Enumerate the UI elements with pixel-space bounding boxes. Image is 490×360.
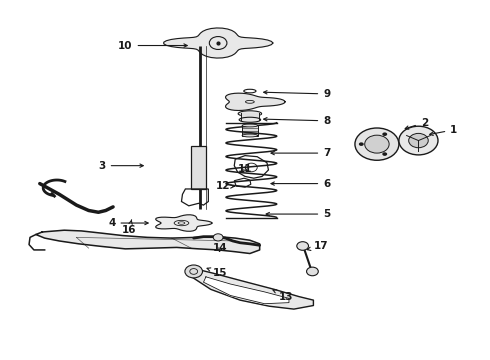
Circle shape [359, 142, 364, 146]
Circle shape [382, 152, 387, 156]
Ellipse shape [242, 134, 258, 137]
Text: 9: 9 [264, 89, 330, 99]
Polygon shape [156, 215, 212, 231]
Text: 5: 5 [266, 209, 330, 219]
Polygon shape [203, 277, 289, 304]
Circle shape [365, 135, 389, 153]
Text: 16: 16 [122, 220, 136, 235]
Text: 11: 11 [238, 164, 252, 174]
Ellipse shape [242, 124, 258, 127]
Text: 3: 3 [98, 161, 143, 171]
Text: 7: 7 [271, 148, 331, 158]
Polygon shape [36, 230, 260, 253]
Text: 1: 1 [430, 125, 458, 135]
Text: 8: 8 [264, 116, 330, 126]
Polygon shape [164, 28, 273, 58]
Text: 13: 13 [273, 290, 294, 302]
Circle shape [297, 242, 309, 250]
Text: 15: 15 [207, 268, 228, 278]
Circle shape [399, 126, 438, 155]
Ellipse shape [238, 111, 262, 117]
Text: 12: 12 [216, 181, 234, 192]
Circle shape [185, 265, 202, 278]
Text: 4: 4 [108, 218, 148, 228]
Bar [191, 146, 206, 189]
Circle shape [355, 128, 399, 160]
Bar [242, 126, 258, 135]
Text: 2: 2 [405, 118, 428, 129]
Circle shape [307, 267, 318, 276]
Polygon shape [189, 268, 314, 309]
Text: 17: 17 [307, 241, 328, 251]
Text: 6: 6 [271, 179, 330, 189]
Text: 10: 10 [118, 41, 187, 50]
Bar [241, 113, 259, 120]
Text: 14: 14 [213, 243, 228, 253]
Polygon shape [225, 93, 285, 111]
Circle shape [409, 134, 428, 148]
Circle shape [382, 132, 387, 136]
Circle shape [213, 234, 223, 241]
Ellipse shape [239, 117, 261, 122]
